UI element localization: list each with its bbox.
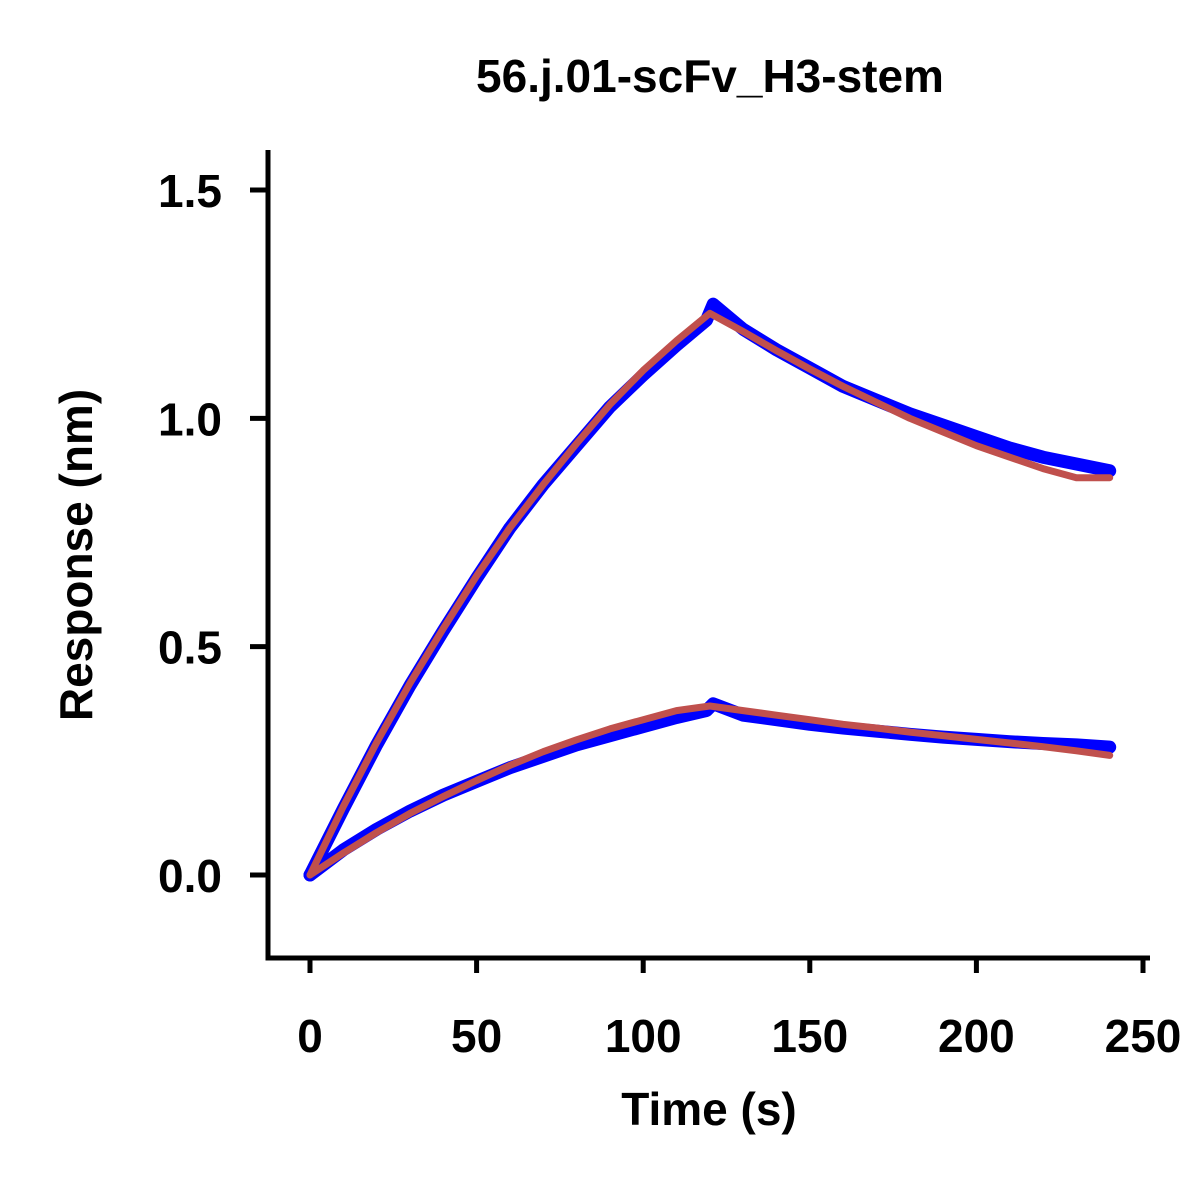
y-tick-label: 1.5 [158, 165, 222, 217]
x-tick-label: 200 [938, 1010, 1015, 1062]
y-axis-label: Response (nm) [50, 389, 102, 721]
x-tick-label: 100 [605, 1010, 682, 1062]
measured-response-trace [303, 297, 1117, 882]
axis-frame [265, 150, 1150, 961]
y-tick-label: 0.0 [158, 850, 222, 902]
x-axis-label: Time (s) [621, 1083, 797, 1135]
fitted-curve [306, 702, 1114, 879]
x-tick-label: 250 [1105, 1010, 1182, 1062]
y-tick-label: 1.0 [158, 393, 222, 445]
measured-response-trace [303, 697, 1117, 882]
x-tick-label: 150 [771, 1010, 848, 1062]
x-tick-label: 50 [451, 1010, 502, 1062]
x-tick-label: 0 [297, 1010, 323, 1062]
chart-title: 56.j.01-scFv_H3-stem [476, 50, 944, 102]
x-axis-ticks: 0 50 100 150 200 250 [297, 958, 1181, 1062]
series-group [303, 297, 1117, 882]
fitted-curve [306, 309, 1114, 879]
y-axis-ticks: 0.0 0.5 1.0 1.5 [158, 165, 268, 902]
y-tick-label: 0.5 [158, 622, 222, 674]
